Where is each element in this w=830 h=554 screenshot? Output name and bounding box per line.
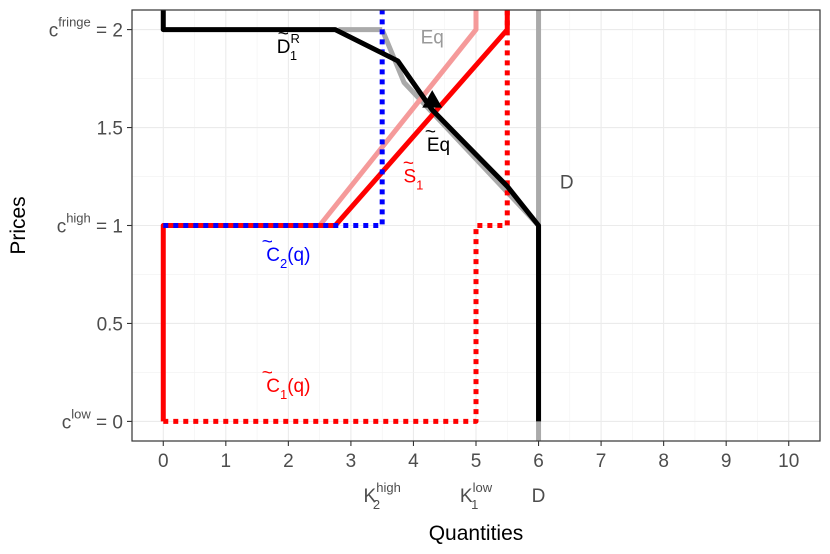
series-s1_light: [317, 10, 479, 228]
tilde-accent: ~: [425, 122, 436, 143]
series-c1: [163, 10, 510, 424]
annotation-label: DR 1: [277, 31, 300, 63]
annotation-label: C1(q): [266, 376, 310, 402]
tilde-accent: ~: [403, 153, 414, 174]
y-tick-label: clow = 0: [62, 406, 123, 433]
annotation-label: C2(q): [266, 245, 310, 271]
tilde-accent: ~: [278, 24, 289, 45]
x-tick-label: 7: [596, 451, 607, 472]
series-layer: [160, 10, 542, 441]
tilde-accent: ~: [262, 232, 273, 253]
tilde-accent: ~: [262, 363, 273, 384]
series-c2: [163, 10, 385, 228]
x-tick-label: 6: [533, 451, 544, 472]
x-axis-title: Quantities: [429, 522, 524, 545]
x-tick-label: 8: [658, 451, 669, 472]
x-extra-label: Khigh 2: [364, 480, 401, 512]
x-tick-label: 1: [221, 451, 232, 472]
x-tick-label: 5: [471, 451, 482, 472]
x-axis: 0 1 2 3 4 5 6 7 8 9 10: [158, 441, 799, 472]
x-tick-label: 3: [346, 451, 357, 472]
x-tick-label: 10: [778, 451, 799, 472]
y-axis-title: Prices: [7, 196, 30, 254]
x-tick-label: 4: [408, 451, 419, 472]
annotation-label: Eq: [427, 135, 450, 156]
y-tick-label: cfringe = 2: [49, 15, 123, 42]
annotation-label: Eq: [421, 27, 444, 48]
equilibrium-marker: [422, 90, 443, 108]
series-d1r: [160, 10, 542, 422]
annotation-label: D: [560, 172, 574, 193]
x-extra-labels: Khigh 2 Klow 1 D: [364, 480, 546, 512]
x-tick-label: 9: [721, 451, 732, 472]
annotation-label: S1: [403, 166, 423, 192]
x-extra-label: Klow 1: [460, 480, 493, 512]
marker-layer: [422, 90, 443, 108]
y-tick-label: chigh = 1: [57, 211, 123, 238]
y-axis: clow = 0 0.5 chigh = 1 1.5 cfringe = 2: [49, 15, 132, 433]
y-tick-label: 0.5: [97, 314, 123, 335]
x-tick-label: 0: [158, 451, 169, 472]
x-extra-label: D: [532, 486, 546, 507]
x-tick-label: 2: [283, 451, 294, 472]
y-tick-label: 1.5: [97, 119, 123, 140]
series-eq_residual: [379, 28, 541, 228]
